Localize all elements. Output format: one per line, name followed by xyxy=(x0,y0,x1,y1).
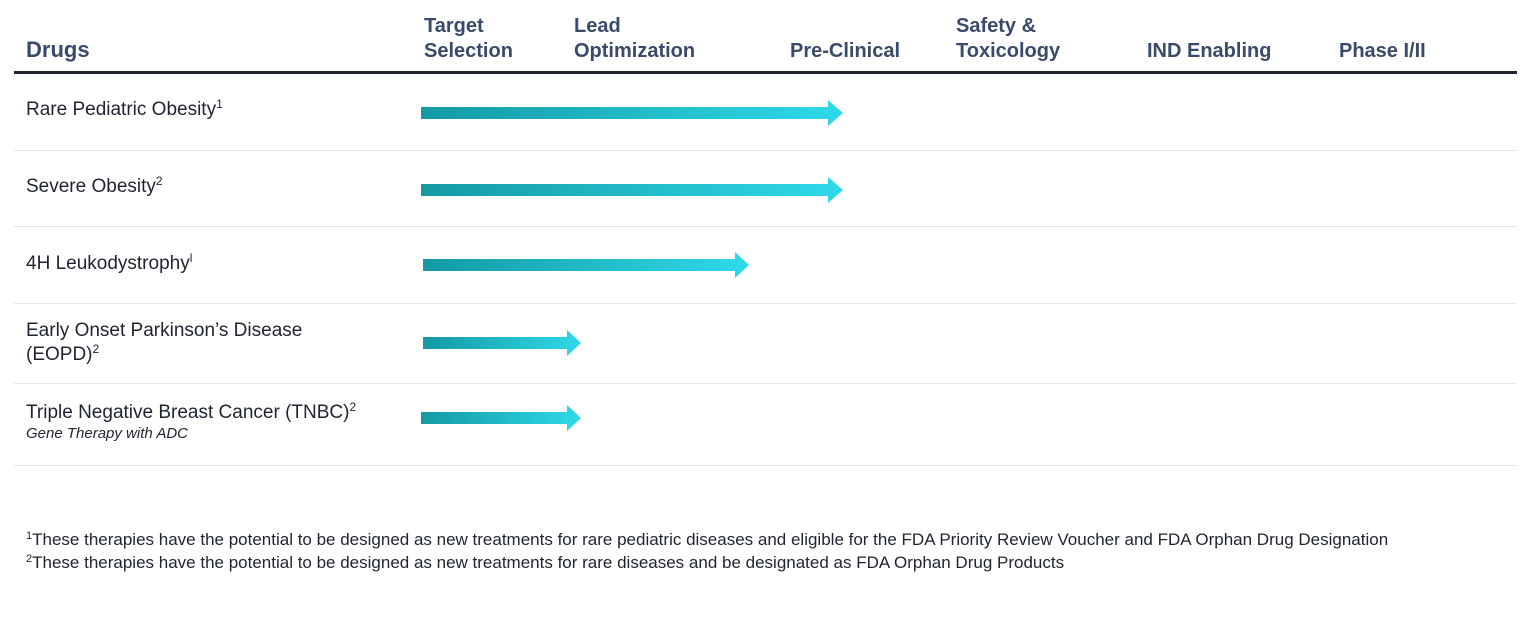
drug-name: 4H Leukodystrophyl xyxy=(26,251,193,274)
drug-subtitle: Gene Therapy with ADC xyxy=(26,425,189,442)
drug-name: Early Onset Parkinson’s Disease (EOPD)2 xyxy=(26,319,302,367)
stage-header-line1: Target xyxy=(424,15,484,37)
drug-name: Rare Pediatric Obesity1 xyxy=(26,97,223,120)
footnote-text: These therapies have the potential to be… xyxy=(32,553,1065,572)
footnote-marker: 2 xyxy=(155,174,163,188)
footnote-2: 2These therapies have the potential to b… xyxy=(26,551,1506,574)
stage-header-line2: IND Enabling xyxy=(1147,40,1272,62)
table-header: Drugs Target Selection Lead Optimization… xyxy=(14,0,1517,74)
table-row-rare-pediatric-obesity: Rare Pediatric Obesity1 xyxy=(14,74,1517,151)
stage-header-line2: Selection xyxy=(424,40,513,62)
stage-header-line2: Toxicology xyxy=(956,40,1061,62)
stage-header-pre-clinical: Pre-Clinical xyxy=(790,39,900,64)
footnote-marker: l xyxy=(189,251,193,265)
progress-arrow xyxy=(421,177,843,203)
table-row-severe-obesity: Severe Obesity2 xyxy=(14,151,1517,227)
drug-name-line1: Early Onset Parkinson’s Disease xyxy=(26,320,303,341)
stage-header-line1: Safety & xyxy=(956,15,1037,37)
stage-header-line2: Optimization xyxy=(574,40,696,62)
drug-name: Severe Obesity2 xyxy=(26,174,163,197)
progress-arrow xyxy=(423,330,581,356)
drug-name-line1: Triple Negative Breast Cancer (TNBC)2 xyxy=(26,400,357,423)
progress-arrow xyxy=(423,252,749,278)
stage-header-line1: Lead xyxy=(574,15,621,37)
footnote-marker: 1 xyxy=(216,97,223,111)
stage-header-ind-enabling: IND Enabling xyxy=(1147,39,1271,64)
stage-header-phase-i-ii: Phase I/II xyxy=(1339,39,1426,64)
progress-arrow xyxy=(421,405,581,431)
footnotes: 1These therapies have the potential to b… xyxy=(26,528,1506,574)
table-row-eopd: Early Onset Parkinson’s Disease (EOPD)2 xyxy=(14,304,1517,384)
stage-header-target-selection: Target Selection xyxy=(424,14,513,64)
table-row-tnbc: Triple Negative Breast Cancer (TNBC)2 Ge… xyxy=(14,384,1517,466)
stage-header-lead-optimization: Lead Optimization xyxy=(574,14,695,64)
footnote-marker: 2 xyxy=(26,553,33,565)
drugs-column-header: Drugs xyxy=(26,37,90,62)
progress-arrow xyxy=(421,100,843,126)
footnote-marker: 1 xyxy=(26,530,33,542)
drug-name-line2: (EOPD)2 xyxy=(26,342,100,365)
footnote-marker: 2 xyxy=(92,342,100,356)
footnote-1: 1These therapies have the potential to b… xyxy=(26,528,1506,551)
stage-header-line2: Phase I/II xyxy=(1339,40,1426,62)
stage-header-safety-toxicology: Safety & Toxicology xyxy=(956,14,1060,64)
footnote-marker: 2 xyxy=(349,400,357,414)
drug-name: Triple Negative Breast Cancer (TNBC)2 Ge… xyxy=(26,401,356,443)
footnote-text: These therapies have the potential to be… xyxy=(32,530,1389,549)
table-row-4h-leukodystrophy: 4H Leukodystrophyl xyxy=(14,227,1517,304)
stage-header-line2: Pre-Clinical xyxy=(790,40,901,62)
